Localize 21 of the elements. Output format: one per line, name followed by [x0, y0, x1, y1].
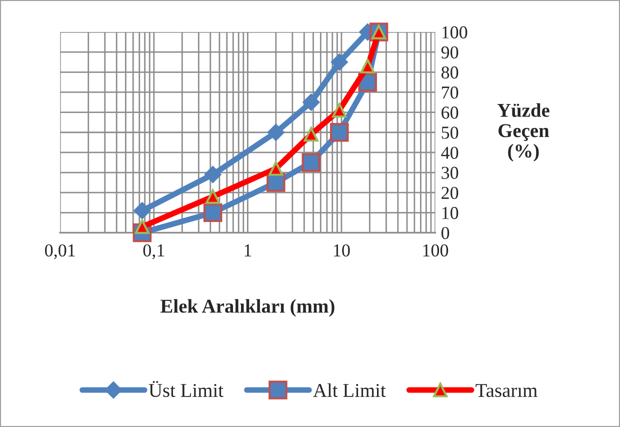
y-tick-label: 40: [441, 146, 458, 159]
legend-label: Üst Limit: [148, 381, 224, 398]
x-tick-label: 0,1: [143, 244, 164, 260]
y-tick-label: 60: [442, 106, 458, 119]
x-tick-label: 1: [244, 244, 252, 256]
x-tick-label: 100: [423, 244, 448, 257]
legend-label: Alt Limit: [313, 383, 386, 398]
legend-label: Tasarım: [476, 384, 538, 398]
x-axis-title: Elek Aralıkları (mm): [160, 299, 334, 317]
y-axis-title: Yüzde Geçen (%): [497, 103, 550, 162]
y-tick-label: 80: [441, 66, 458, 79]
y-tick-label: 50: [442, 126, 458, 139]
y-tick-label: 30: [442, 166, 458, 179]
y-tick-label: 20: [442, 186, 458, 200]
y-tick-label: 100: [442, 26, 468, 38]
x-tick-label: 0,01: [45, 244, 75, 260]
y-tick-label: 70: [442, 86, 458, 99]
x-tick-label: 10: [334, 244, 350, 257]
y-tick-label: 10: [442, 206, 458, 220]
y-tick-label: 90: [441, 46, 458, 59]
y-tick-label: 0: [441, 226, 450, 240]
